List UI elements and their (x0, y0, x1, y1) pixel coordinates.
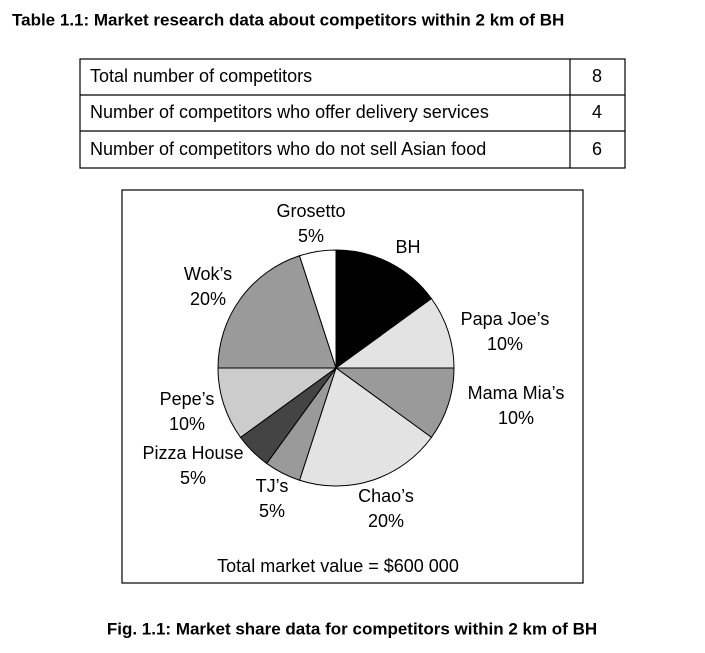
row-value: 8 (592, 66, 602, 86)
pie-slice (335, 249, 433, 369)
slice-label: Chao’s (358, 486, 414, 506)
row-label: Number of competitors who offer delivery… (90, 102, 489, 122)
slice-value-label: 20% (368, 511, 404, 531)
pie-slice (217, 367, 338, 439)
slice-label: Pizza House (142, 443, 243, 463)
slice-label: BH (395, 237, 420, 257)
slice-label: Mama Mia’s (468, 383, 565, 403)
slice-value-label: 10% (487, 334, 523, 354)
annotation: Total market value = $600 000 (217, 556, 459, 576)
pie-slice (334, 367, 455, 439)
slice-value-label: 10% (169, 414, 205, 434)
slice-value-label: 5% (180, 468, 206, 488)
pie-slice (334, 297, 455, 369)
slice-value-label: 10% (498, 408, 534, 428)
slice-label: TJ’s (256, 476, 289, 496)
table-border (79, 58, 626, 169)
slice-value-label: 20% (190, 289, 226, 309)
row-value: 6 (592, 139, 602, 159)
row-value: 4 (592, 102, 602, 122)
slice-label: Grosetto (276, 201, 345, 221)
slice-value-label: 5% (298, 226, 324, 246)
slice-label: Wok’s (184, 264, 232, 284)
slice-label: Papa Joe’s (461, 309, 550, 329)
pie (217, 249, 455, 487)
caption: Fig. 1.1: Market share data for competit… (107, 619, 597, 638)
pie-slice (298, 249, 337, 369)
pie-slice (217, 255, 337, 369)
row-label: Number of competitors who do not sell As… (90, 139, 486, 159)
table-title: Table 1.1: Market research data about co… (12, 10, 564, 29)
figure-border (121, 189, 584, 584)
row-label: Total number of competitors (90, 66, 312, 86)
pie-slice (298, 367, 433, 487)
slice-label: Pepe’s (160, 389, 215, 409)
table: Total number of competitors 8 Number of co… (79, 58, 626, 169)
slice-value-label: 5% (259, 501, 285, 521)
